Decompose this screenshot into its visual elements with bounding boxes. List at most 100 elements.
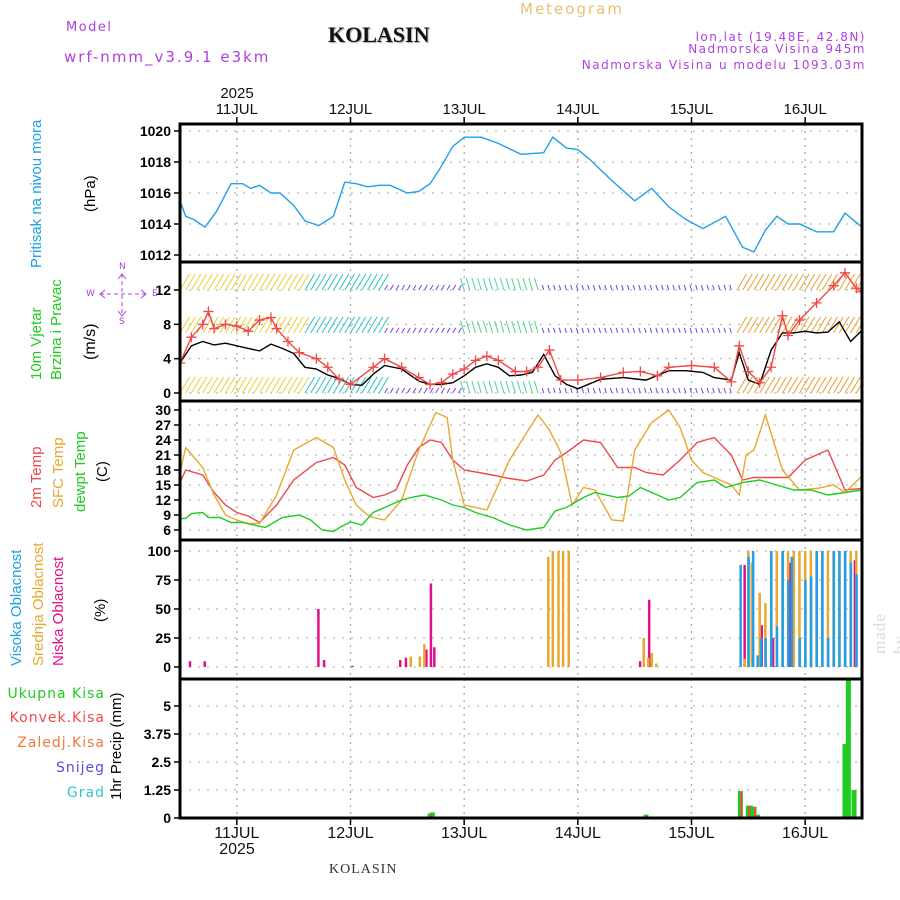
precip-frame — [178, 677, 864, 820]
wind-barb — [488, 320, 494, 334]
wind-barb — [180, 316, 191, 334]
wind-barb — [315, 376, 327, 394]
bar-visoka-oblacnost — [790, 556, 794, 667]
wind-barb — [541, 387, 545, 394]
wind-barb — [458, 387, 462, 394]
wind-barb — [782, 316, 793, 334]
wind-barb — [764, 376, 776, 394]
wind-barb — [717, 327, 721, 334]
wind-barb — [729, 327, 732, 334]
coords-text: lon,lat (19.48E, 42.8N) — [695, 30, 866, 44]
precip-ytick-label: 5 — [163, 698, 171, 714]
wind-barb — [499, 320, 505, 334]
wind-barb — [547, 284, 550, 291]
wind-barb — [528, 380, 533, 394]
bottom-time-axis: 2025 11JUL 12JUL 13JUL 14JUL 15JUL 16JUL — [214, 818, 828, 858]
temperature-ytick-label: 30 — [155, 402, 171, 418]
bar-visoka-oblacnost — [751, 551, 755, 667]
wind-barb — [435, 327, 440, 334]
wind-barb — [627, 284, 630, 291]
wind-barb — [541, 284, 545, 291]
wind-barb — [678, 387, 681, 394]
precip-panel: 0 1.25 2.5 3.75 5 — [144, 677, 864, 826]
wind-barb — [644, 327, 647, 334]
wind-barb — [190, 273, 202, 291]
wind-barb — [844, 316, 855, 334]
wind-barb — [816, 273, 827, 291]
wind-barb — [259, 273, 270, 291]
wind-barb — [776, 376, 787, 394]
wind-barb — [644, 284, 647, 291]
gust-marker — [811, 297, 822, 308]
wind-barb — [615, 327, 619, 334]
gust-marker — [851, 283, 862, 294]
wind-barb — [264, 316, 276, 334]
wind-barb — [638, 387, 641, 394]
wind-barb — [264, 273, 276, 291]
compass-arrows-icon — [99, 273, 147, 317]
gust-marker — [379, 353, 390, 364]
gust-marker — [209, 323, 220, 334]
wind-barb — [367, 376, 378, 394]
wind-barb — [666, 387, 670, 394]
gust-marker — [595, 372, 606, 383]
wind-barb — [729, 284, 732, 291]
wind-barb — [844, 273, 855, 291]
wind-barb — [587, 387, 590, 394]
gust-marker — [510, 366, 521, 377]
wind-barb — [723, 387, 727, 394]
wind-barb — [293, 316, 304, 334]
wind-barb — [804, 376, 816, 394]
top-time-axis: 2025 11JUL 12JUL 13JUL 14JUL 15JUL 16JUL — [216, 85, 827, 124]
wind-ytick-label: 12 — [155, 282, 171, 298]
elevation-text: Nadmorska Visina 945m — [688, 42, 866, 56]
gust-marker — [828, 280, 839, 291]
wind-ytick-label: 4 — [163, 351, 171, 367]
gust-marker — [663, 362, 674, 373]
bar-srednja-oblacnost — [567, 551, 570, 667]
wind-barb — [304, 273, 316, 291]
wind-barb — [344, 273, 355, 291]
wind-barb — [528, 277, 533, 291]
wind-barb — [435, 387, 440, 394]
wind-barb — [477, 320, 482, 334]
wind-barb — [202, 376, 213, 394]
wind-barb — [695, 327, 698, 334]
bar-niska-oblacnost — [647, 599, 651, 667]
compass-e: E — [152, 289, 158, 299]
wind-barb — [395, 387, 400, 394]
wind-barb — [615, 284, 619, 291]
gust-marker — [521, 366, 532, 377]
wind-barb — [406, 327, 411, 334]
bottom-year-label: 2025 — [219, 841, 255, 858]
wind-barb — [276, 376, 287, 394]
wind-barb — [747, 316, 759, 334]
gust-marker — [425, 379, 436, 390]
wind-barb — [833, 376, 844, 394]
cloud-ytick-label: 50 — [155, 601, 171, 617]
series-line-2m-temp — [180, 436, 862, 524]
wind-barb — [471, 277, 477, 291]
gust-marker — [197, 319, 208, 330]
wind-barb — [441, 284, 445, 291]
wind-barb — [505, 380, 511, 394]
temperature-ytick-label: 6 — [163, 522, 171, 538]
bar-srednja-oblacnost — [642, 638, 646, 667]
bar-ukupna-kisa — [842, 744, 848, 818]
wind-barb — [770, 376, 782, 394]
gust-marker — [231, 321, 242, 332]
meteogram-title: Meteogram — [520, 0, 624, 18]
bar-visoka-oblacnost — [747, 556, 750, 667]
wind-barb — [810, 316, 821, 334]
wind-barb — [850, 376, 861, 394]
wind-barb — [270, 273, 281, 291]
wind-barb — [553, 387, 556, 394]
wind-barb — [477, 277, 482, 291]
bar-visoka-oblacnost — [759, 638, 763, 667]
gust-marker — [766, 362, 777, 373]
wind-barb — [315, 316, 327, 334]
wind-barb — [460, 380, 465, 394]
gust-marker — [777, 310, 788, 321]
bar-visoka-oblacnost — [849, 562, 853, 667]
wind-barb — [384, 284, 389, 291]
